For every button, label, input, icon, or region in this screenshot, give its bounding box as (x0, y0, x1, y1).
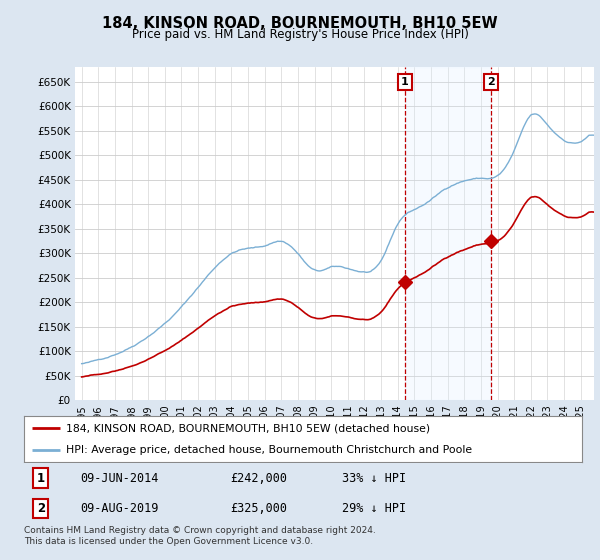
Text: HPI: Average price, detached house, Bournemouth Christchurch and Poole: HPI: Average price, detached house, Bour… (66, 445, 472, 455)
Text: Contains HM Land Registry data © Crown copyright and database right 2024.
This d: Contains HM Land Registry data © Crown c… (24, 526, 376, 546)
Text: 2: 2 (37, 502, 45, 515)
Text: 29% ↓ HPI: 29% ↓ HPI (342, 502, 406, 515)
Text: 184, KINSON ROAD, BOURNEMOUTH, BH10 5EW (detached house): 184, KINSON ROAD, BOURNEMOUTH, BH10 5EW … (66, 423, 430, 433)
Text: 1: 1 (37, 472, 45, 485)
Text: 184, KINSON ROAD, BOURNEMOUTH, BH10 5EW: 184, KINSON ROAD, BOURNEMOUTH, BH10 5EW (102, 16, 498, 31)
Text: 1: 1 (401, 77, 409, 87)
Text: £242,000: £242,000 (230, 472, 287, 485)
Text: £325,000: £325,000 (230, 502, 287, 515)
Bar (405, 67, 491, 400)
Text: 09-AUG-2019: 09-AUG-2019 (80, 502, 158, 515)
Text: 2: 2 (487, 77, 495, 87)
Text: 33% ↓ HPI: 33% ↓ HPI (342, 472, 406, 485)
Text: Price paid vs. HM Land Registry's House Price Index (HPI): Price paid vs. HM Land Registry's House … (131, 28, 469, 41)
Text: 09-JUN-2014: 09-JUN-2014 (80, 472, 158, 485)
